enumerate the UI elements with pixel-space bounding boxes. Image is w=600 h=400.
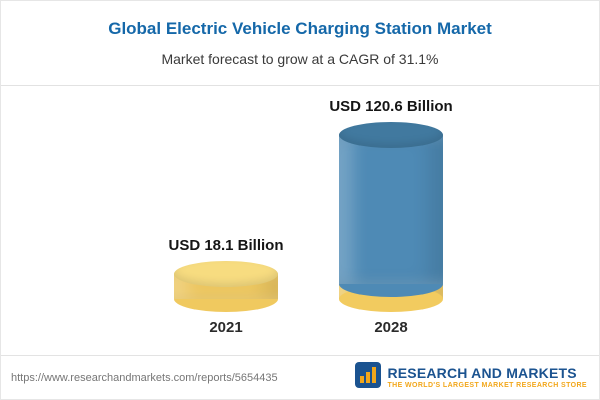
- chart-subtitle: Market forecast to grow at a CAGR of 31.…: [161, 51, 439, 67]
- report-url: https://www.researchandmarkets.com/repor…: [11, 372, 278, 384]
- research-and-markets-logo-icon: [355, 362, 382, 393]
- header-divider: [1, 85, 599, 86]
- cylinder-top-2021: [174, 261, 278, 287]
- x-axis-label-2028: 2028: [374, 319, 408, 336]
- bar-value-label-2028: USD 120.6 Billion: [329, 98, 453, 115]
- bar-group-2021: USD 18.1 Billion 2021: [146, 1, 306, 361]
- brand-name: RESEARCH AND MARKETS: [387, 365, 577, 382]
- cylinder-top-2028: [339, 122, 443, 148]
- bar-group-2028: USD 120.6 Billion 2028: [311, 1, 471, 361]
- chart-title: Global Electric Vehicle Charging Station…: [108, 19, 492, 38]
- brand-text: RESEARCH AND MARKETS THE WORLD'S LARGEST…: [387, 365, 587, 389]
- research-and-markets-logo: RESEARCH AND MARKETS THE WORLD'S LARGEST…: [355, 362, 587, 393]
- x-axis-label-2021: 2021: [209, 319, 243, 336]
- bar-value-label-2021: USD 18.1 Billion: [168, 237, 284, 254]
- bar-chart: USD 18.1 Billion 2021 USD 120.6 Billion …: [1, 1, 599, 361]
- brand-tagline: THE WORLD'S LARGEST MARKET RESEARCH STOR…: [387, 381, 587, 389]
- cylinder-body-2028: [339, 135, 443, 284]
- footer: https://www.researchandmarkets.com/repor…: [1, 355, 599, 399]
